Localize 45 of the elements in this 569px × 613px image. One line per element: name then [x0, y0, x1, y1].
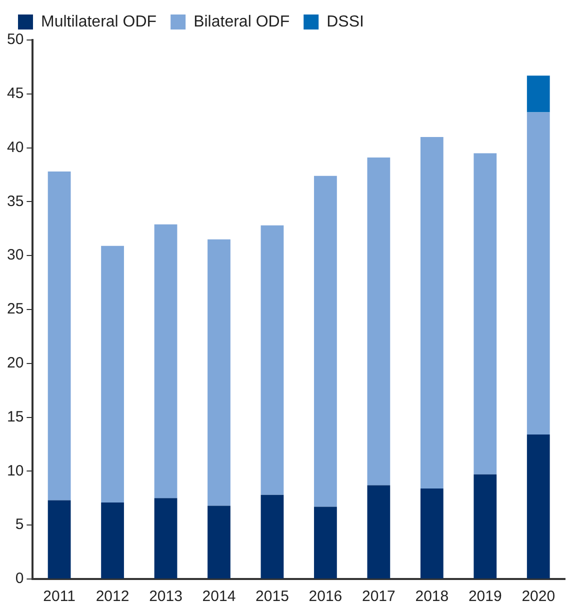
y-tick-label: 25: [6, 300, 24, 318]
y-tick-label: 0: [15, 570, 24, 588]
legend-label: Multilateral ODF: [41, 13, 157, 30]
bar: [208, 239, 230, 506]
bar: [101, 502, 124, 578]
y-tick-label: 50: [6, 31, 24, 48]
bar: [260, 494, 284, 578]
bar: [48, 172, 71, 500]
bar: [367, 485, 390, 578]
x-tick-label: 2016: [308, 588, 342, 606]
x-tick-label: 2017: [362, 588, 396, 606]
bar: [367, 158, 390, 486]
y-tick-label: 10: [6, 462, 24, 480]
bar: [474, 474, 497, 578]
x-tick-label: 2015: [256, 588, 289, 606]
bar: [526, 76, 550, 112]
legend-label: DSSI: [326, 13, 364, 30]
bar: [314, 176, 337, 507]
bar: [526, 112, 550, 435]
bar: [154, 498, 178, 578]
legend-label: Bilateral ODF: [194, 13, 290, 30]
y-tick-label: 30: [6, 246, 24, 264]
bar: [48, 500, 71, 578]
bar: [420, 137, 444, 488]
x-tick-label: 2014: [202, 588, 236, 606]
y-tick-label: 35: [6, 192, 24, 210]
x-tick-label: 2011: [43, 588, 76, 606]
x-tick-label: 2019: [468, 588, 502, 606]
x-tick-label: 2018: [415, 588, 449, 606]
y-tick-label: 45: [6, 85, 24, 102]
bar: [260, 225, 284, 495]
x-tick-label: 2020: [522, 588, 556, 606]
bar: [420, 488, 444, 578]
y-tick-label: 20: [6, 354, 24, 372]
bar: [101, 246, 124, 502]
bar: [314, 506, 337, 578]
bar: [208, 506, 230, 578]
y-tick-label: 5: [15, 516, 24, 534]
y-tick-label: 40: [6, 138, 24, 156]
y-tick-label: 15: [6, 408, 24, 426]
bar: [474, 153, 497, 474]
bar: [154, 224, 178, 498]
x-tick-label: 2012: [96, 588, 130, 606]
x-tick-label: 2013: [149, 588, 182, 606]
bar: [526, 434, 550, 578]
